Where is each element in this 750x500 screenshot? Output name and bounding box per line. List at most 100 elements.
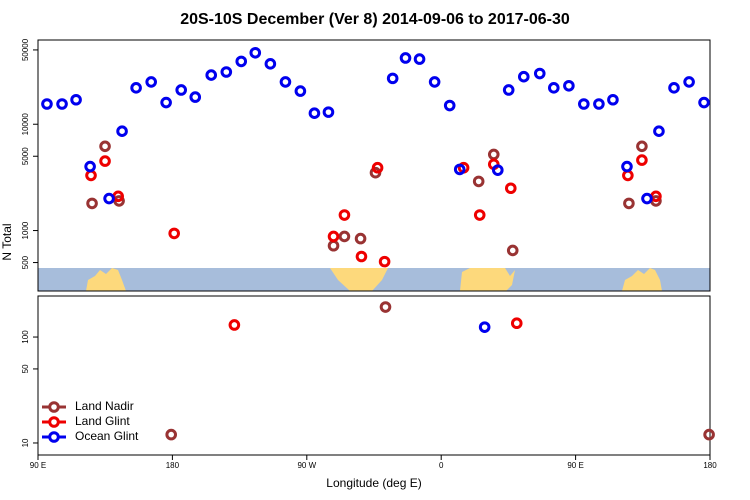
x-tick-label: 180 xyxy=(166,461,180,470)
data-point xyxy=(517,70,530,83)
y-tick-label: 50000 xyxy=(21,38,30,61)
data-point xyxy=(56,98,68,110)
data-point xyxy=(371,161,384,174)
land xyxy=(330,268,388,291)
y-tick-label: 5000 xyxy=(21,147,30,165)
data-point xyxy=(322,106,335,118)
data-point xyxy=(607,93,619,106)
data-point xyxy=(355,250,368,263)
land xyxy=(460,268,515,291)
x-tick-label: 90 E xyxy=(30,461,46,470)
legend-marker xyxy=(48,401,60,413)
data-point xyxy=(641,192,653,205)
legend-marker xyxy=(48,416,60,428)
data-point xyxy=(338,209,351,221)
x-tick-label: 90 W xyxy=(297,461,316,470)
land xyxy=(622,268,662,291)
data-point xyxy=(506,244,519,257)
data-point xyxy=(130,82,142,94)
legend-label: Ocean Glint xyxy=(75,429,139,443)
y-axis-label: N Total xyxy=(0,223,14,260)
land xyxy=(86,268,126,291)
data-point xyxy=(378,255,391,268)
data-point xyxy=(547,82,560,94)
data-point xyxy=(41,98,53,110)
y-tick-label: 1000 xyxy=(21,221,30,239)
data-point xyxy=(379,301,392,313)
data-point xyxy=(84,160,96,173)
x-axis-label: Longitude (deg E) xyxy=(326,476,421,490)
data-point xyxy=(70,93,82,106)
data-point xyxy=(99,155,111,167)
data-point xyxy=(668,82,680,94)
x-tick-label: 180 xyxy=(703,461,717,470)
data-point xyxy=(165,428,178,441)
legend-label: Land Glint xyxy=(75,414,130,428)
data-point xyxy=(354,232,367,245)
data-point xyxy=(85,169,97,182)
data-point xyxy=(621,160,633,173)
data-point xyxy=(473,209,486,221)
data-point xyxy=(338,230,351,243)
data-point xyxy=(472,175,485,188)
data-point xyxy=(622,169,634,182)
data-point xyxy=(502,84,515,96)
data-point xyxy=(116,125,128,138)
y-tick-label: 10000 xyxy=(21,113,30,136)
y-tick-label: 500 xyxy=(21,255,30,269)
y-tick-label: 10 xyxy=(21,438,30,447)
data-point xyxy=(228,319,241,331)
data-point xyxy=(399,52,412,64)
map-band xyxy=(38,268,710,291)
top-panel-frame xyxy=(37,39,711,292)
data-point xyxy=(491,164,504,176)
x-tick-label: 90 E xyxy=(567,461,583,470)
data-point xyxy=(504,182,517,195)
data-point xyxy=(327,239,340,252)
y-tick-label: 50 xyxy=(21,364,30,373)
data-point xyxy=(386,72,399,85)
legend-label: Land Nadir xyxy=(75,399,134,413)
data-point xyxy=(533,67,546,80)
data-point xyxy=(636,154,648,166)
data-point xyxy=(175,84,188,96)
data-point xyxy=(235,55,248,68)
data-point xyxy=(168,227,180,240)
data-point xyxy=(294,85,307,97)
data-point xyxy=(623,197,635,210)
data-point xyxy=(510,317,523,330)
data-point xyxy=(189,91,202,103)
data-point xyxy=(160,96,172,109)
data-point xyxy=(453,163,466,176)
data-point xyxy=(249,46,262,59)
data-point xyxy=(703,428,715,441)
bottom-panel-frame xyxy=(37,295,711,456)
x-tick-label: 0 xyxy=(439,461,444,470)
data-point xyxy=(487,148,500,161)
data-point xyxy=(636,140,648,153)
data-point xyxy=(205,69,218,81)
data-point xyxy=(698,96,710,109)
data-point xyxy=(279,76,292,88)
data-point xyxy=(478,321,491,333)
data-point xyxy=(86,197,98,210)
data-point xyxy=(683,76,695,88)
data-point xyxy=(103,192,115,205)
data-point xyxy=(220,66,233,78)
data-point xyxy=(145,76,157,88)
data-point xyxy=(578,98,590,110)
data-point xyxy=(413,53,426,65)
data-point xyxy=(443,99,456,112)
legend-marker xyxy=(48,431,60,443)
data-point xyxy=(99,140,111,153)
data-point xyxy=(563,79,575,92)
data-point xyxy=(653,125,665,138)
data-point xyxy=(264,58,277,70)
chart-title: 20S-10S December (Ver 8) 2014-09-06 to 2… xyxy=(180,11,570,28)
data-point xyxy=(593,98,605,110)
data-point xyxy=(428,76,441,88)
y-tick-label: 100 xyxy=(21,330,30,344)
data-point xyxy=(327,230,340,243)
